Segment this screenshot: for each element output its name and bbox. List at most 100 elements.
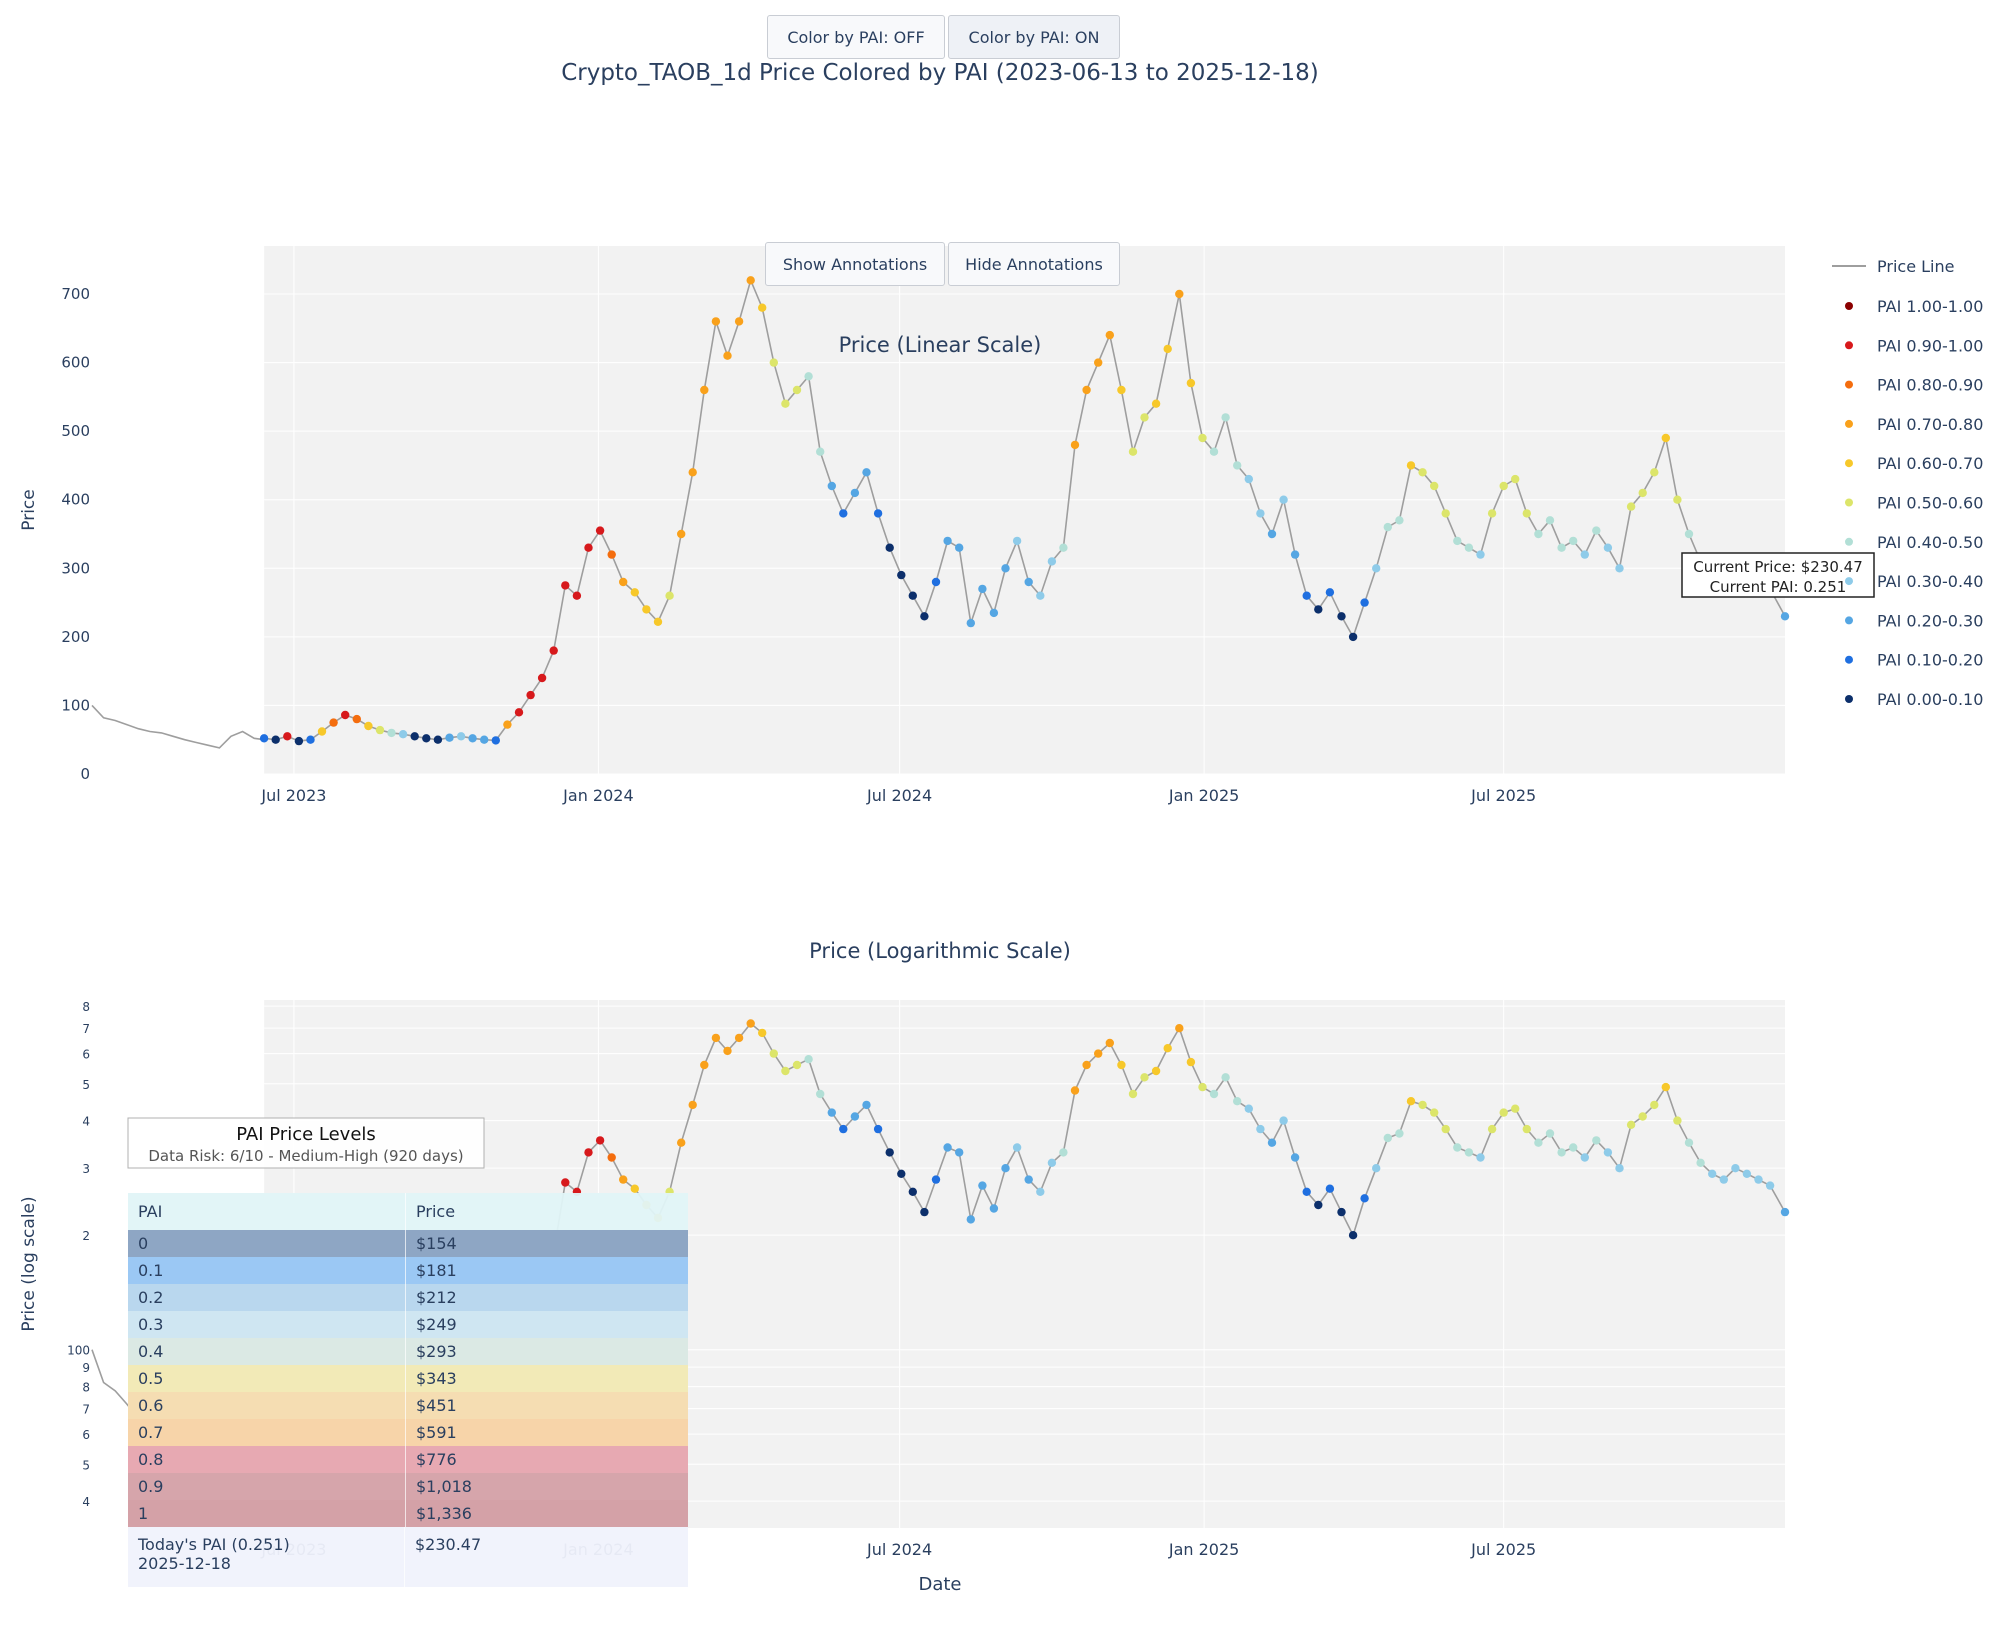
- price-point: [1036, 1187, 1045, 1197]
- y-tick-label: 6: [82, 1048, 90, 1062]
- price-point: [1780, 1207, 1790, 1217]
- price-point: [827, 481, 836, 491]
- price-point: [1545, 516, 1555, 525]
- price-point: [862, 1100, 871, 1110]
- price-point: [572, 591, 582, 600]
- price-point: [410, 732, 419, 741]
- price-point: [1325, 1184, 1335, 1193]
- pai-level: 0.5: [138, 1369, 164, 1388]
- price-point: [1290, 550, 1300, 559]
- price-point: [1742, 1169, 1752, 1179]
- price-point: [931, 1175, 941, 1184]
- y-axis-title: Price: [19, 489, 39, 530]
- price-point: [711, 317, 721, 326]
- price-point: [711, 1033, 721, 1043]
- price-point: [723, 351, 732, 360]
- legend-marker: [1845, 655, 1853, 664]
- price-point: [1731, 1164, 1740, 1173]
- price-point: [966, 618, 975, 628]
- price-point: [989, 608, 999, 618]
- x-tick-label: Jul 2024: [866, 1540, 932, 1559]
- price-point: [1569, 1143, 1578, 1152]
- price-point: [1580, 1153, 1590, 1162]
- price-point: [1673, 495, 1682, 504]
- price-point: [677, 1138, 686, 1147]
- current-pai-text: Current PAI: 0.251: [1710, 578, 1847, 596]
- price-point: [317, 727, 327, 736]
- price-point: [619, 577, 628, 587]
- legend-marker: [1845, 341, 1853, 350]
- price-point: [1476, 1153, 1485, 1162]
- price-point: [700, 385, 709, 395]
- show-annotations-button[interactable]: Show Annotations: [765, 242, 945, 286]
- price-point: [1603, 543, 1613, 552]
- legend-label: PAI 0.80-0.90: [1877, 376, 1983, 395]
- price-point: [1708, 1169, 1717, 1179]
- price-point: [781, 399, 790, 408]
- price-point: [561, 581, 570, 590]
- price-point: [943, 536, 952, 546]
- price-point: [1615, 564, 1624, 573]
- price-point: [1128, 1089, 1138, 1099]
- price-point: [1244, 1104, 1254, 1113]
- price-point: [746, 1019, 755, 1028]
- pai-table-title: PAI Price Levels: [236, 1124, 376, 1145]
- x-tick-label: Jan 2025: [1168, 786, 1239, 805]
- price-point: [1186, 1057, 1196, 1067]
- pai-level: 0.4: [138, 1342, 164, 1361]
- price-point: [456, 732, 466, 741]
- price-point: [769, 358, 778, 367]
- price-point: [1430, 1108, 1439, 1117]
- price-point: [1372, 1164, 1381, 1173]
- price-point: [1186, 378, 1196, 388]
- price-point: [1487, 1124, 1497, 1134]
- color-by-pai-off-button[interactable]: Color by PAI: OFF: [767, 15, 945, 59]
- price-point: [1569, 536, 1578, 546]
- price-point: [1383, 1133, 1393, 1143]
- price-point: [630, 1184, 639, 1193]
- price-point: [1395, 1129, 1404, 1138]
- price-point: [1754, 1175, 1763, 1184]
- price-point: [283, 732, 292, 741]
- pai-level-price: $293: [416, 1342, 457, 1361]
- y-tick-label: 200: [61, 628, 90, 646]
- pai-table-header: PAI Price: [128, 1193, 688, 1230]
- x-tick-label: Jan 2024: [562, 786, 633, 805]
- price-point: [1441, 509, 1450, 518]
- price-point: [1406, 461, 1416, 470]
- hide-annotations-button[interactable]: Hide Annotations: [948, 242, 1120, 286]
- y-tick-label: 600: [61, 354, 90, 372]
- price-point: [1615, 1164, 1624, 1173]
- price-point: [1499, 481, 1508, 491]
- color-by-pai-on-button[interactable]: Color by PAI: ON: [948, 15, 1120, 59]
- pai-level-price: $181: [416, 1261, 457, 1280]
- price-point: [1638, 1112, 1647, 1121]
- price-point: [734, 1033, 744, 1043]
- pai-table-row: 0.6 $451: [128, 1392, 688, 1419]
- current-price-text: Current Price: $230.47: [1693, 558, 1863, 576]
- price-point: [1626, 502, 1636, 511]
- price-point: [1499, 1108, 1508, 1117]
- pai-level: 0.8: [138, 1450, 164, 1469]
- legend-marker: [1845, 459, 1853, 468]
- price-point: [259, 734, 269, 743]
- y-tick-label: 2: [82, 1229, 90, 1243]
- price-point: [665, 591, 674, 600]
- price-point: [387, 728, 396, 738]
- price-point: [1360, 598, 1369, 607]
- y-tick-label: 500: [61, 422, 90, 440]
- price-point: [920, 612, 929, 621]
- price-point: [503, 720, 512, 729]
- legend-label: PAI 0.70-0.80: [1877, 415, 1983, 434]
- price-point: [1638, 488, 1647, 498]
- price-point: [1650, 468, 1659, 477]
- y-tick-label: 4: [82, 1495, 90, 1509]
- price-point: [1151, 1066, 1161, 1076]
- price-point: [1476, 550, 1485, 559]
- pre-period-price-line: [91, 704, 265, 749]
- price-point: [1534, 529, 1543, 539]
- price-point: [804, 372, 813, 381]
- price-point: [1070, 440, 1080, 450]
- price-point: [1244, 474, 1254, 484]
